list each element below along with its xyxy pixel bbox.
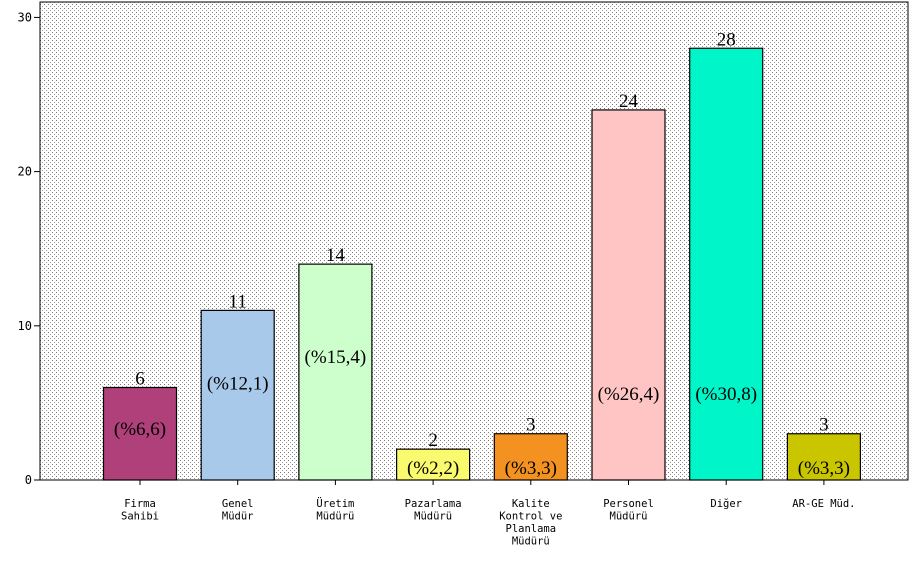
bar-4	[493, 433, 568, 481]
bar-5	[591, 109, 666, 481]
category-label-0-1: Sahibi	[121, 511, 159, 523]
category-label-6-0: Diğer	[710, 498, 742, 510]
y-tick-label-1: 10	[18, 319, 32, 333]
value-label-2: 14	[326, 245, 346, 266]
value-label-0: 6	[135, 368, 145, 389]
category-label-2-0: Üretim	[316, 497, 354, 510]
value-label-6: 28	[717, 29, 736, 50]
percent-label-4: (%3,3)	[505, 458, 557, 479]
bars-group	[102, 47, 862, 481]
category-label-5-1: Müdürü	[610, 511, 648, 523]
category-label-3-1: Müdürü	[414, 511, 452, 523]
bar-0	[102, 386, 178, 481]
category-label-4-2: Planlama	[506, 523, 557, 535]
axes: 0 10 20 30	[18, 10, 825, 487]
percent-label-7: (%3,3)	[798, 458, 850, 479]
percent-label-1: (%12,1)	[207, 373, 269, 394]
bar-2	[298, 263, 373, 481]
bar-7	[786, 433, 862, 481]
value-label-3: 2	[428, 430, 438, 451]
bar-1	[200, 309, 275, 481]
value-label-5: 24	[619, 91, 639, 112]
percent-label-6: (%30,8)	[695, 384, 757, 405]
y-tick-label-2: 20	[18, 165, 32, 179]
bar-3	[396, 448, 471, 481]
bar-6	[689, 47, 764, 481]
percent-label-0: (%6,6)	[114, 419, 166, 440]
category-label-2-1: Müdürü	[316, 511, 354, 523]
category-label-1-0: Genel	[222, 498, 254, 510]
category-label-1-1: Müdür	[222, 511, 254, 523]
category-label-4-0: Kalite	[512, 498, 550, 510]
percent-label-5: (%26,4)	[598, 384, 660, 405]
category-label-4-1: Kontrol ve	[499, 511, 562, 523]
value-label-1: 11	[229, 291, 247, 312]
category-label-7-0: AR-GE Müd.	[792, 498, 855, 510]
category-label-5-0: Personel	[603, 498, 654, 510]
category-label-0-0: Firma	[124, 498, 156, 510]
category-label-3-0: Pazarlama	[405, 498, 462, 510]
y-tick-label-0: 0	[25, 473, 32, 487]
category-label-4-3: Müdürü	[512, 536, 550, 548]
value-label-4: 3	[526, 415, 536, 436]
value-label-7: 3	[819, 415, 829, 436]
percent-label-2: (%15,4)	[305, 347, 367, 368]
plot-area	[39, 1, 909, 481]
percent-label-3: (%2,2)	[407, 458, 459, 479]
y-tick-label-3: 30	[18, 10, 32, 24]
